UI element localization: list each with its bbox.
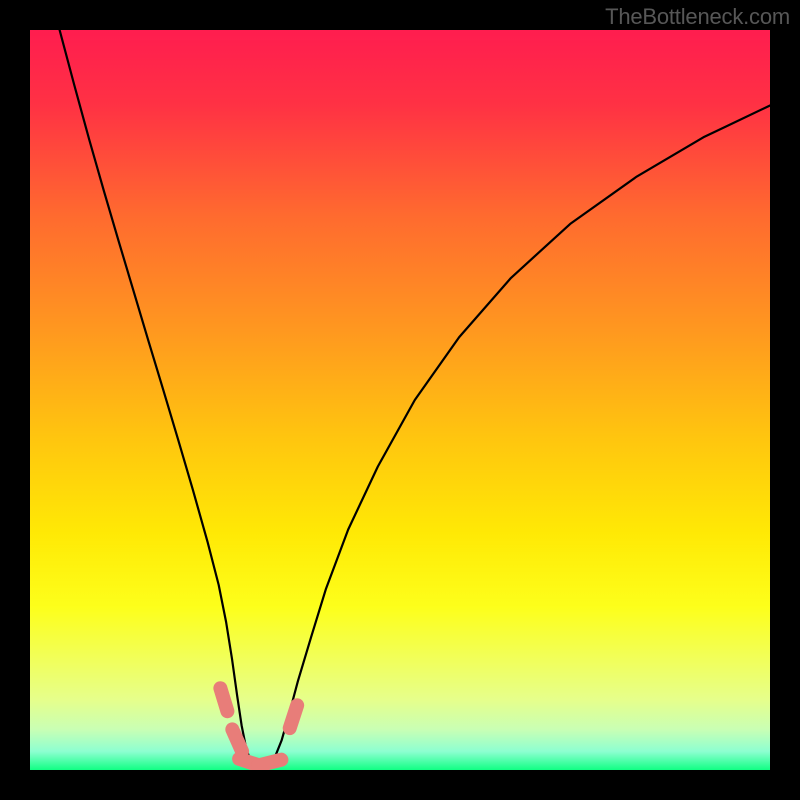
chart-container: TheBottleneck.com (0, 0, 800, 800)
plot-area (30, 30, 770, 770)
watermark-text: TheBottleneck.com (605, 4, 790, 30)
chart-svg (30, 30, 770, 770)
heatmap-background (30, 30, 770, 770)
bottleneck-marker (258, 760, 281, 766)
bottleneck-marker (220, 688, 227, 711)
bottleneck-marker (232, 729, 242, 751)
bottleneck-marker (290, 705, 297, 728)
